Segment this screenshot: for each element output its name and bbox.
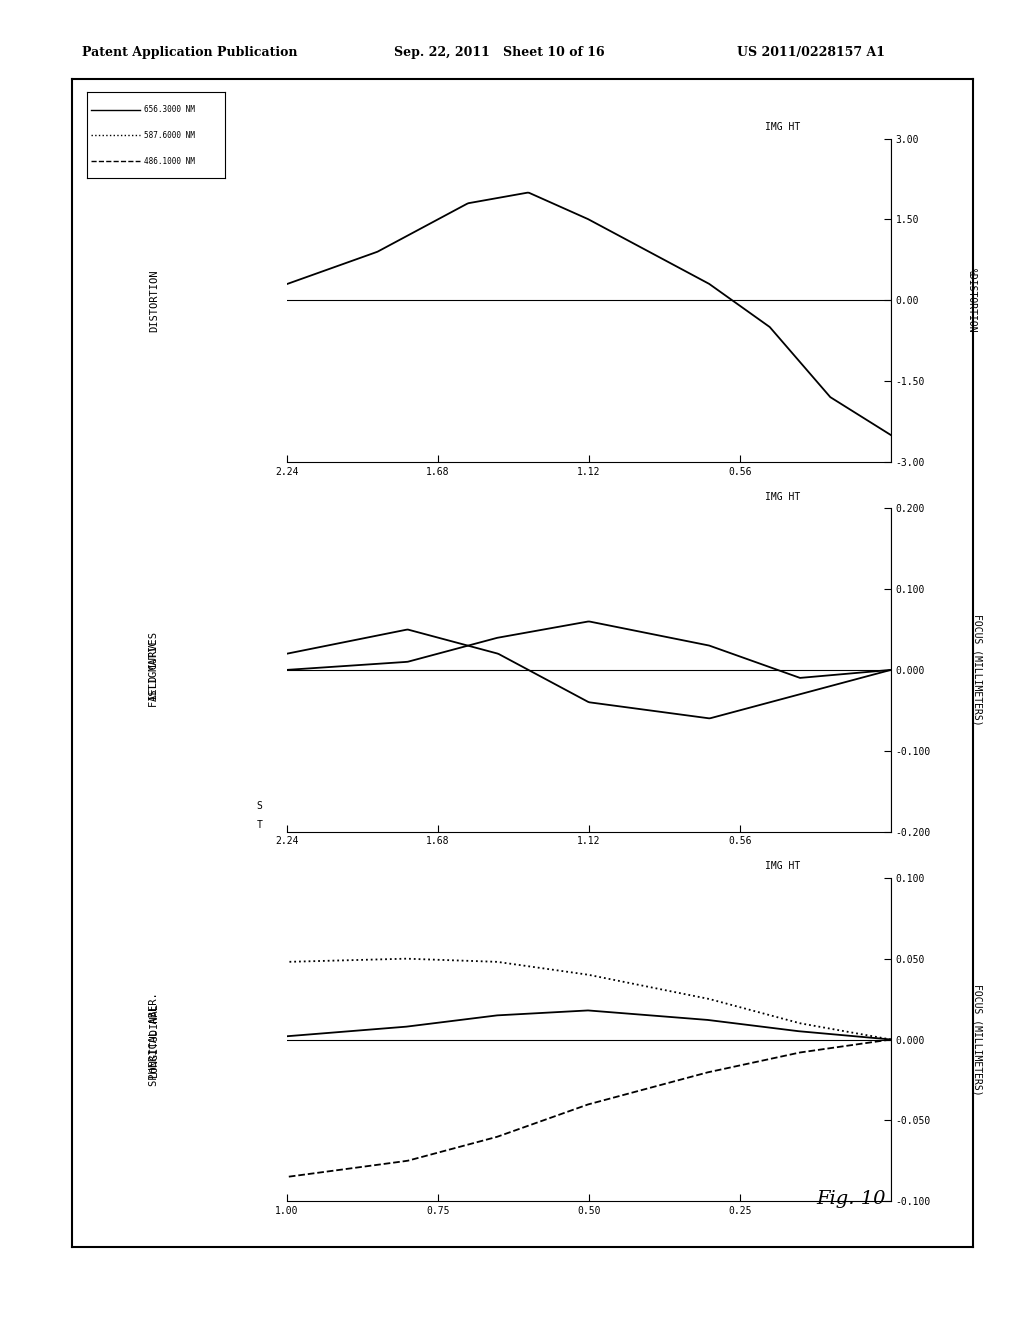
Text: Sep. 22, 2011   Sheet 10 of 16: Sep. 22, 2011 Sheet 10 of 16	[394, 46, 605, 59]
Text: S: S	[257, 801, 262, 810]
Text: US 2011/0228157 A1: US 2011/0228157 A1	[737, 46, 886, 59]
Text: IMG HT: IMG HT	[765, 862, 801, 871]
Text: SPHERICAL ABER.: SPHERICAL ABER.	[148, 993, 159, 1086]
Text: 587.6000 NM: 587.6000 NM	[143, 131, 195, 140]
Text: DISTORTION: DISTORTION	[148, 269, 159, 331]
Y-axis label: FOCUS (MILLIMETERS): FOCUS (MILLIMETERS)	[973, 614, 983, 726]
Text: Patent Application Publication: Patent Application Publication	[82, 46, 297, 59]
Text: ASTIGMATIC: ASTIGMATIC	[148, 639, 159, 701]
Text: LONGITUDINAL: LONGITUDINAL	[148, 1002, 159, 1077]
Text: FIELD CURVES: FIELD CURVES	[148, 632, 159, 708]
Text: Fig. 10: Fig. 10	[816, 1189, 886, 1208]
Y-axis label: FOCUS (MILLIMETERS): FOCUS (MILLIMETERS)	[973, 983, 983, 1096]
Text: 486.1000 NM: 486.1000 NM	[143, 157, 195, 165]
Text: IMG HT: IMG HT	[765, 492, 801, 502]
Text: IMG HT: IMG HT	[765, 123, 801, 132]
Text: 656.3000 NM: 656.3000 NM	[143, 106, 195, 114]
Text: T: T	[257, 820, 262, 830]
Y-axis label: %DISTORTION: %DISTORTION	[967, 268, 977, 333]
